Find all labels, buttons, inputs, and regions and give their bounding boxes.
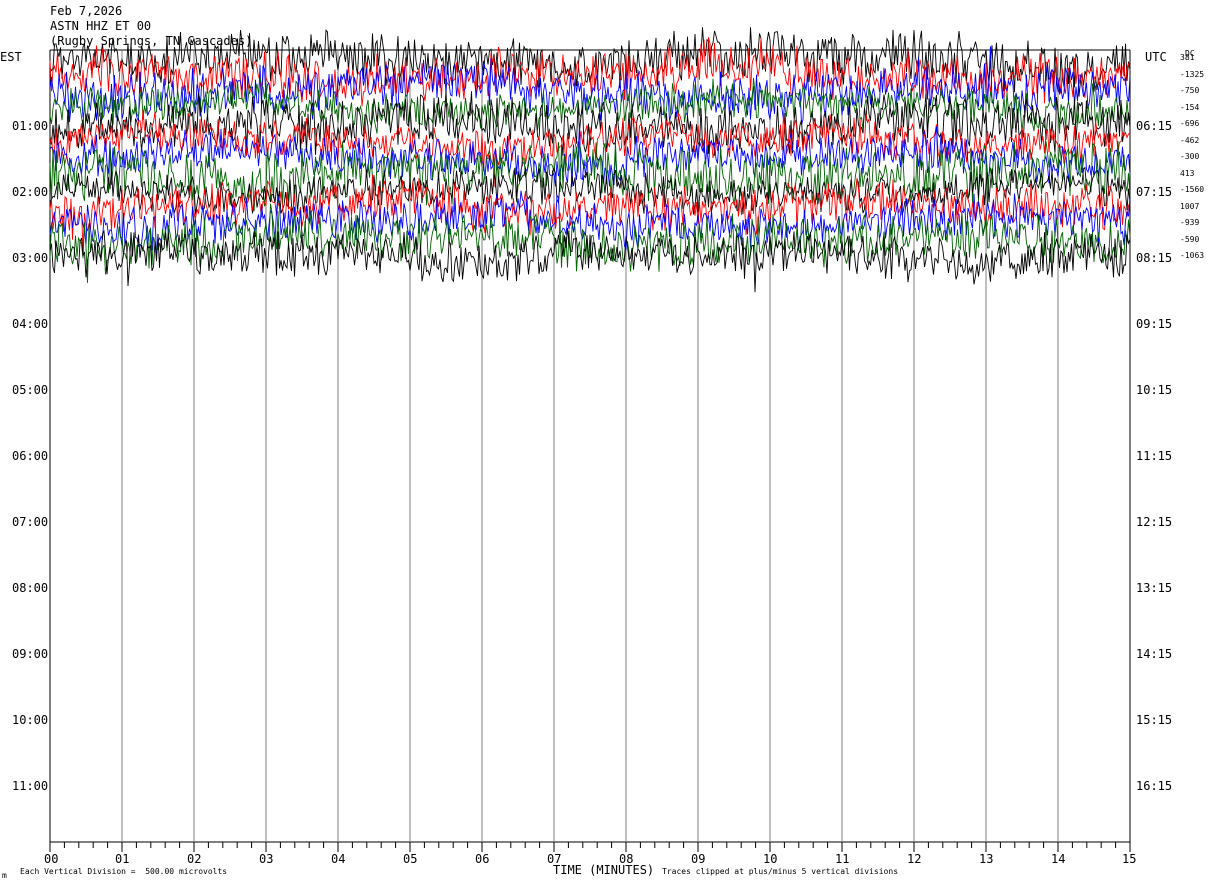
right-time-label: 08:15 xyxy=(1136,251,1173,265)
dc-offset-label: -1063 xyxy=(1180,251,1205,260)
left-time-label: 03:00 xyxy=(12,251,49,265)
x-tick-label: 06 xyxy=(475,852,490,866)
dc-offset-label: 1007 xyxy=(1180,201,1200,211)
left-time-label: 11:00 xyxy=(12,779,49,793)
dc-offset-label: 413 xyxy=(1180,168,1195,178)
left-time-label: 09:00 xyxy=(12,647,49,661)
dc-offset-label: -939 xyxy=(1180,218,1200,227)
seismic-trace-line xyxy=(49,190,1131,255)
x-tick-label: 03 xyxy=(259,852,274,866)
dc-offset-label: -462 xyxy=(1180,135,1200,145)
channel-label: ASTN HHZ ET 00 xyxy=(50,19,152,33)
right-time-label: 07:15 xyxy=(1136,185,1173,199)
seismic-trace-line xyxy=(49,37,1131,107)
right-timezone-label: UTC xyxy=(1145,50,1167,64)
dc-offset-label: -1325 xyxy=(1180,69,1205,79)
seismic-trace-line xyxy=(49,76,1131,134)
x-tick-label: 00 xyxy=(44,852,59,866)
x-tick-label: 13 xyxy=(979,852,994,866)
right-time-label: 09:15 xyxy=(1136,317,1173,331)
left-time-label: 10:00 xyxy=(12,713,49,727)
dc-offset-label: -696 xyxy=(1180,119,1200,128)
left-time-label: 05:00 xyxy=(12,383,49,397)
x-axis-title: TIME (MINUTES) xyxy=(553,863,655,877)
right-time-label: 06:15 xyxy=(1136,119,1173,133)
seismic-trace-line xyxy=(49,203,1131,283)
x-tick-label: 02 xyxy=(187,852,202,866)
dc-header-label: DC xyxy=(1185,49,1195,58)
left-time-label: 02:00 xyxy=(12,185,49,199)
x-tick-label: 11 xyxy=(835,852,850,866)
seismic-trace-line xyxy=(49,109,1131,187)
right-time-label: 12:15 xyxy=(1136,515,1173,529)
left-timezone-label: EST xyxy=(0,50,22,64)
location-label: (Rugby Springs, TN Cascades) xyxy=(50,34,253,48)
dc-offset-label: -154 xyxy=(1180,102,1200,112)
right-time-label: 11:15 xyxy=(1136,449,1173,463)
right-time-label: 14:15 xyxy=(1136,647,1173,661)
x-tick-label: 09 xyxy=(691,852,706,866)
left-time-label: 07:00 xyxy=(12,515,49,529)
seismic-trace-line xyxy=(49,90,1131,156)
dc-offset-label: -750 xyxy=(1180,86,1200,95)
x-tick-label: 01 xyxy=(115,852,130,866)
left-time-label: 08:00 xyxy=(12,581,49,595)
scale-note: Each Vertical Division = 500.00 microvol… xyxy=(20,867,228,876)
x-tick-label: 10 xyxy=(763,852,778,866)
dc-offset-label: -590 xyxy=(1180,234,1200,244)
x-tick-label: 14 xyxy=(1051,852,1066,866)
x-tick-label: 05 xyxy=(403,852,418,866)
dc-offset-label: 381 xyxy=(1180,53,1195,62)
right-time-label: 15:15 xyxy=(1136,713,1173,727)
corner-mark: m xyxy=(2,871,7,880)
left-time-label: 01:00 xyxy=(12,119,49,133)
seismic-trace-line xyxy=(49,166,1131,216)
seismic-trace-line xyxy=(49,140,1131,212)
x-tick-label: 04 xyxy=(331,852,346,866)
seismic-trace-line xyxy=(49,125,1131,187)
seismic-trace-line xyxy=(49,46,1131,125)
date-label: Feb 7,2026 xyxy=(50,4,123,18)
left-time-label: 04:00 xyxy=(12,317,49,331)
right-time-label: 16:15 xyxy=(1136,779,1173,793)
right-time-label: 10:15 xyxy=(1136,383,1173,397)
right-time-label: 13:15 xyxy=(1136,581,1173,595)
seismic-trace-line xyxy=(49,227,1131,293)
seismic-trace-line xyxy=(49,27,1131,97)
left-time-label: 06:00 xyxy=(12,449,49,463)
x-tick-label: 12 xyxy=(907,852,922,866)
x-tick-label: 15 xyxy=(1122,852,1137,866)
dc-offset-label: -1560 xyxy=(1180,185,1205,194)
x-tick-label: 07 xyxy=(547,852,562,866)
x-tick-label: 08 xyxy=(619,852,634,866)
clip-note: Traces clipped at plus/minus 5 vertical … xyxy=(662,867,899,876)
dc-offset-label: -300 xyxy=(1180,152,1200,161)
